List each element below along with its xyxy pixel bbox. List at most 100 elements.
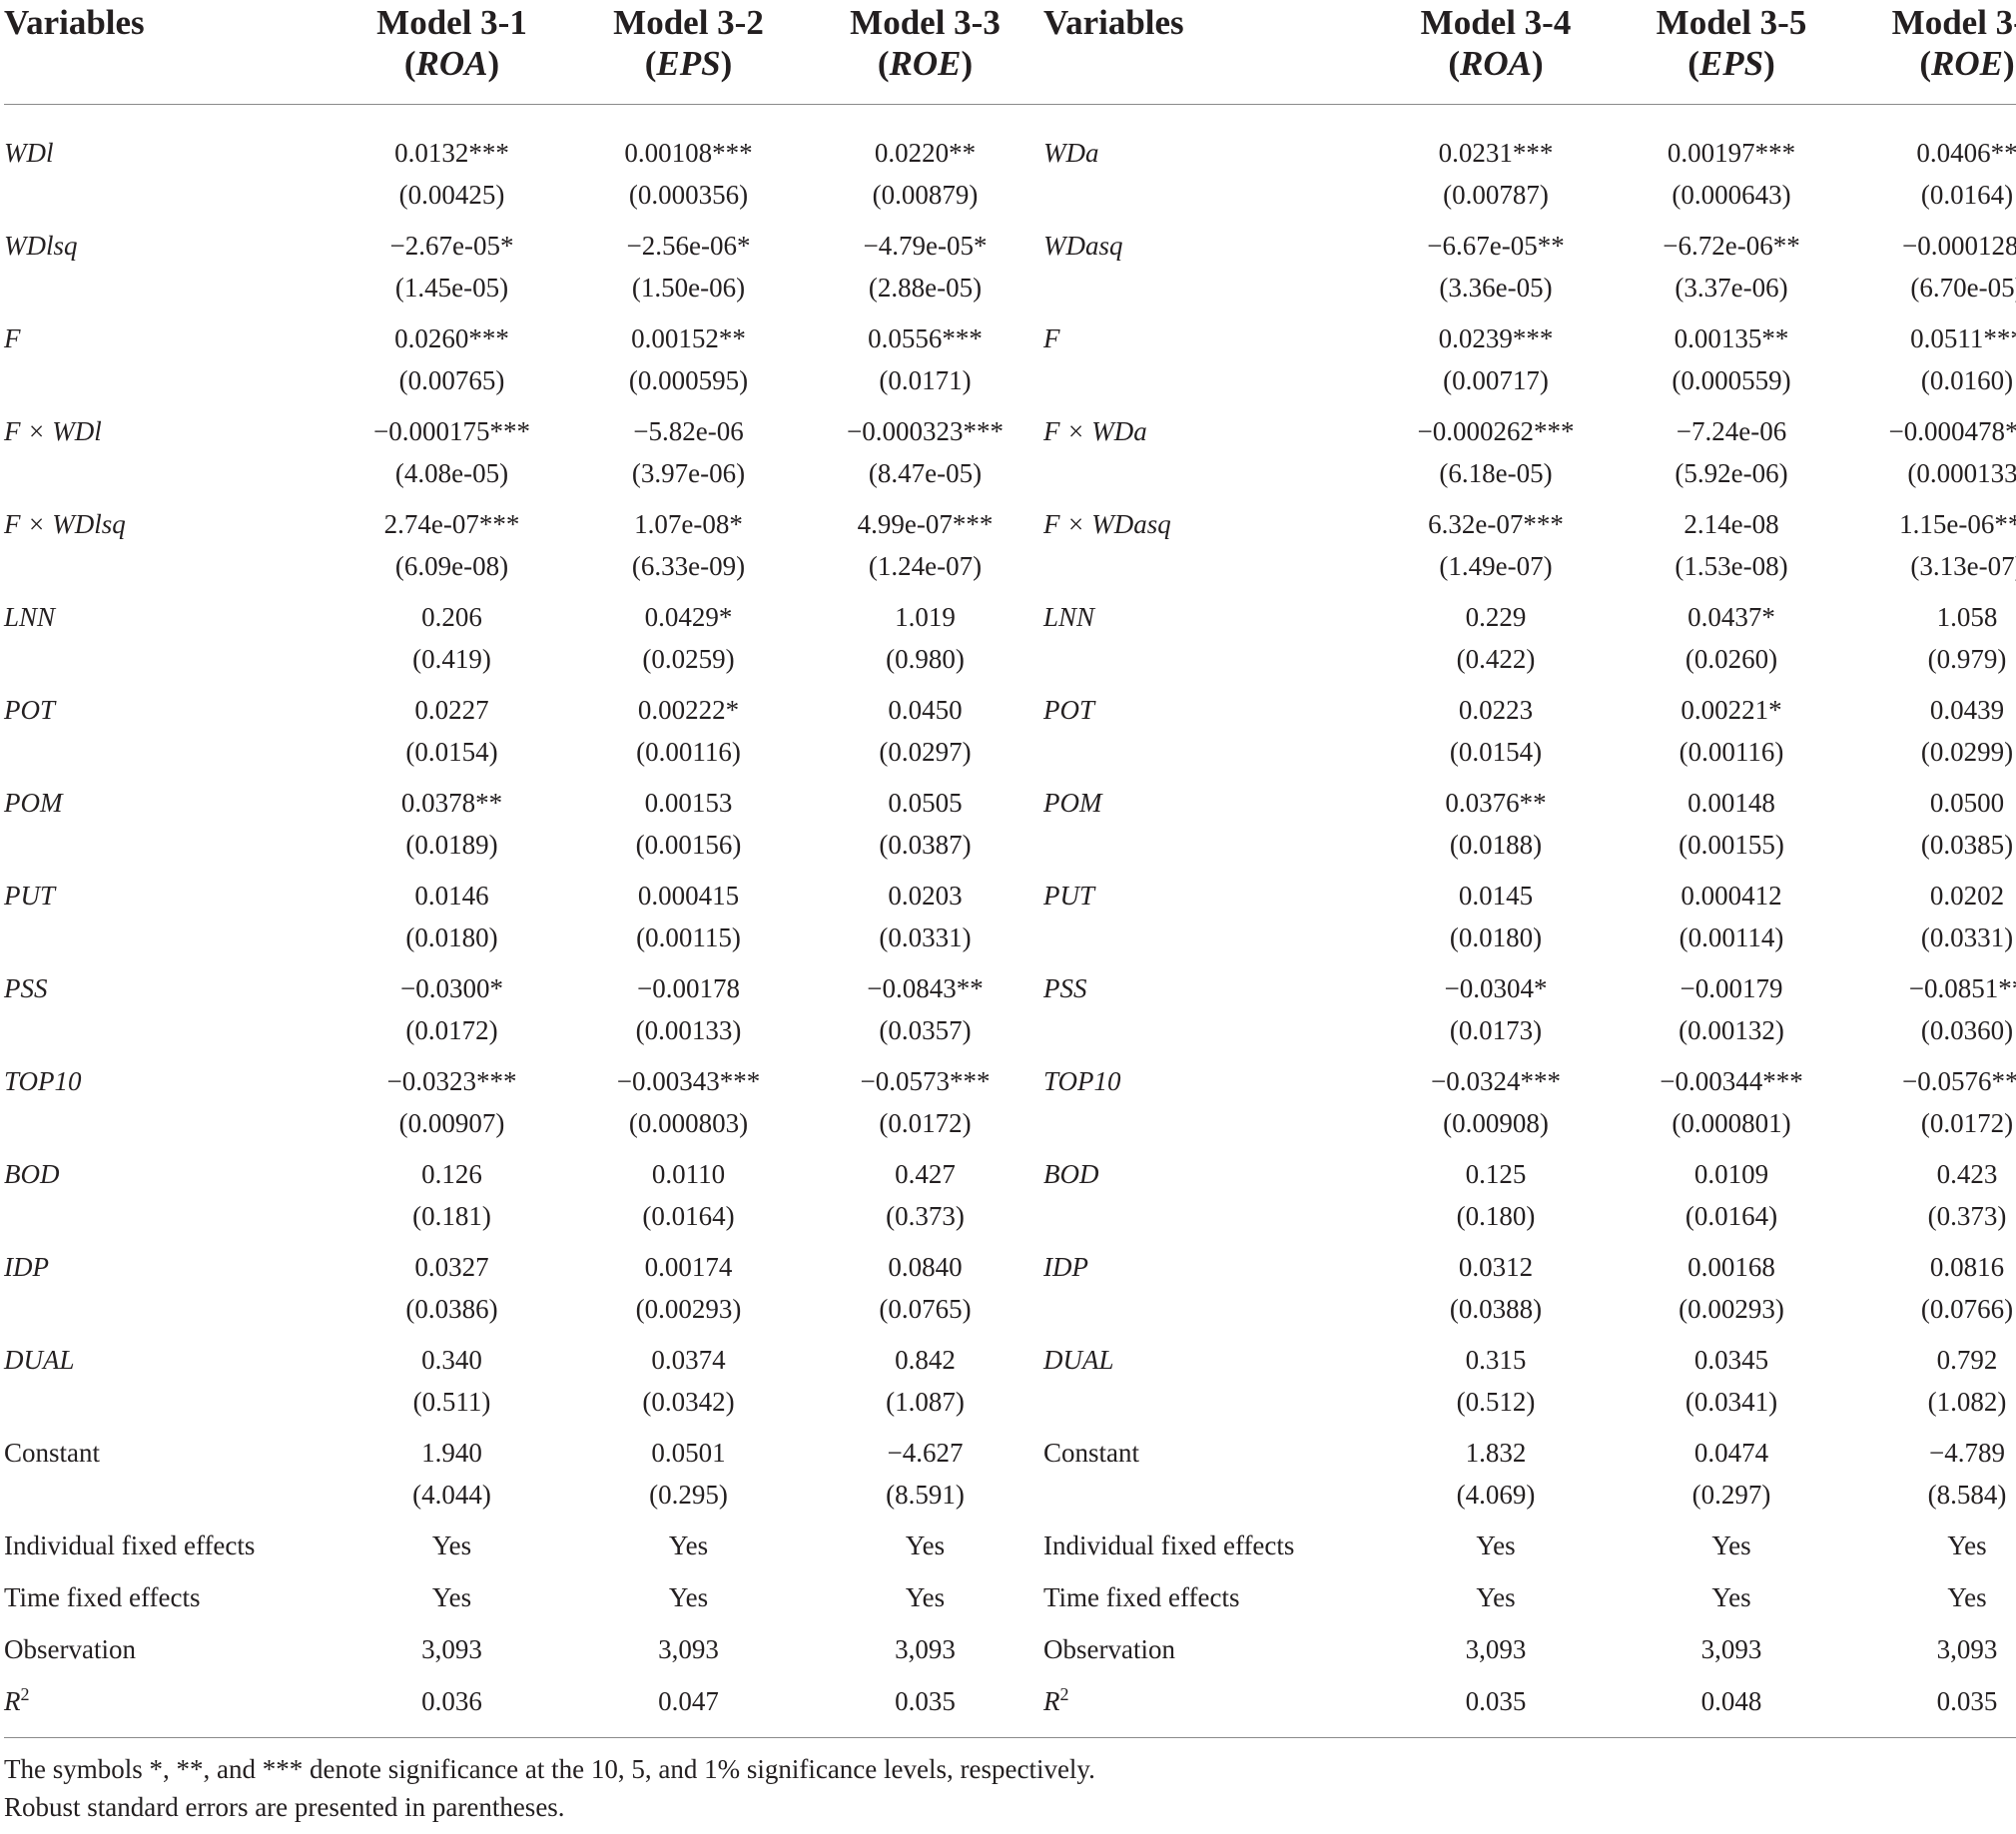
table-row: POM 0.0378** (0.0189) 0.00153 (0.00156) 0.050… xyxy=(4,777,2016,870)
model-header: Model 3-5 (EPS) xyxy=(1614,0,1849,105)
coefficient: −5.82e-06 xyxy=(633,416,744,446)
coefficient: 0.0505 xyxy=(888,788,963,818)
table-row: LNN 0.206 (0.419) 0.0429* (0.0259) 1.019 (0.98… xyxy=(4,591,2016,684)
standard-error: (0.0297) xyxy=(879,737,972,767)
standard-error: (0.297) xyxy=(1691,1480,1771,1510)
estimate-cell: 0.00174 (0.00293) xyxy=(570,1241,807,1334)
coefficient: 0.00108*** xyxy=(624,138,753,168)
stat-value: 3,093 xyxy=(658,1634,719,1664)
estimate-cell: 0.00108*** (0.000356) xyxy=(570,127,807,220)
estimate-cell: −4.627 (8.591) xyxy=(807,1427,1043,1520)
coefficient: −4.789 xyxy=(1929,1438,2005,1468)
estimate-cell: 1.058 (0.979) xyxy=(1849,591,2016,684)
standard-error: (0.00116) xyxy=(636,737,741,767)
standard-error: (0.0154) xyxy=(405,737,498,767)
estimate-cell: 0.0260*** (0.00765) xyxy=(334,312,570,405)
standard-error: (0.295) xyxy=(649,1480,728,1510)
estimate-cell: −0.00344*** (0.000801) xyxy=(1614,1055,1849,1148)
stat-value: Yes xyxy=(431,1582,472,1612)
standard-error: (0.0766) xyxy=(1920,1294,2014,1324)
estimate-cell: 0.229 (0.422) xyxy=(1378,591,1614,684)
row-label: Observation xyxy=(1043,1634,1175,1664)
estimate-cell: 0.0505 (0.0387) xyxy=(807,777,1043,870)
estimate-cell: 1.019 (0.980) xyxy=(807,591,1043,684)
estimate-cell: 1.15e-06*** (3.13e-07) xyxy=(1849,498,2016,591)
standard-error: (0.0331) xyxy=(1920,922,2014,952)
model-header: Model 3-3 (ROE) xyxy=(807,0,1043,105)
coefficient: 0.00153 xyxy=(644,788,733,818)
standard-error: (1.50e-06) xyxy=(631,273,746,303)
table-row: PUT 0.0146 (0.0180) 0.000415 (0.00115) 0.0203… xyxy=(4,870,2016,962)
coefficient: 0.229 xyxy=(1465,602,1527,632)
standard-error: (0.0160) xyxy=(1920,365,2014,395)
coefficient: −0.0851** xyxy=(1908,973,2016,1003)
variable-name: Constant xyxy=(1043,1438,1140,1468)
variable-name: IDP xyxy=(4,1252,49,1282)
standard-error: (4.044) xyxy=(412,1480,491,1510)
standard-error: (8.47e-05) xyxy=(868,458,983,488)
coefficient: 0.0109 xyxy=(1693,1159,1769,1189)
stat-value: Yes xyxy=(1476,1530,1516,1560)
coefficient: −0.000128* xyxy=(1902,231,2016,261)
coefficient: 0.0406** xyxy=(1916,138,2016,168)
coefficient: 0.000412 xyxy=(1680,881,1782,911)
table-row: R2 0.036 0.047 0.035 R2 0.035 0.048 0.035 xyxy=(4,1675,2016,1738)
estimate-cell: 1.940 (4.044) xyxy=(334,1427,570,1520)
coefficient: 1.058 xyxy=(1936,602,1998,632)
estimate-cell: 0.0474 (0.297) xyxy=(1614,1427,1849,1520)
standard-error: (0.980) xyxy=(886,644,965,674)
coefficient: −2.67e-05* xyxy=(389,231,514,261)
standard-error: (0.0164) xyxy=(642,1201,735,1231)
standard-error: (0.00132) xyxy=(1679,1015,1784,1045)
stat-value: Yes xyxy=(1947,1582,1987,1612)
estimate-cell: 2.14e-08 (1.53e-08) xyxy=(1614,498,1849,591)
stat-value: Yes xyxy=(668,1582,709,1612)
standard-error: (6.09e-08) xyxy=(394,551,509,581)
estimate-cell: 0.000412 (0.00114) xyxy=(1614,870,1849,962)
estimate-cell: 0.00148 (0.00155) xyxy=(1614,777,1849,870)
variable-name: F × WDasq xyxy=(1043,509,1171,539)
stat-value: Yes xyxy=(668,1530,709,1560)
dependent-variable: ROA xyxy=(415,44,488,83)
standard-error: (0.00293) xyxy=(1679,1294,1784,1324)
coefficient: 0.00222* xyxy=(637,695,740,725)
model-header: Model 3-2 (EPS) xyxy=(570,0,807,105)
standard-error: (3.97e-06) xyxy=(631,458,746,488)
table-row: Observation 3,093 3,093 3,093 Observation 3,0… xyxy=(4,1623,2016,1675)
coefficient: −0.0573*** xyxy=(860,1066,991,1096)
estimate-cell: 0.0227 (0.0154) xyxy=(334,684,570,777)
standard-error: (0.0180) xyxy=(405,922,498,952)
coefficient: −0.0300* xyxy=(400,973,503,1003)
standard-error: (0.000133) xyxy=(1907,458,2016,488)
standard-error: (6.18e-05) xyxy=(1439,458,1553,488)
coefficient: 0.0239*** xyxy=(1438,323,1554,353)
estimate-cell: 0.0501 (0.295) xyxy=(570,1427,807,1520)
table-row: IDP 0.0327 (0.0386) 0.00174 (0.00293) 0.0840 (… xyxy=(4,1241,2016,1334)
coefficient: −6.72e-06** xyxy=(1663,231,1800,261)
standard-error: (5.92e-06) xyxy=(1675,458,1788,488)
table-body: WDl 0.0132*** (0.00425) 0.00108*** (0.000356… xyxy=(4,105,2016,1738)
coefficient: 1.940 xyxy=(421,1438,482,1468)
standard-error: (0.00114) xyxy=(1679,922,1784,952)
variable-name: DUAL xyxy=(1043,1345,1114,1375)
standard-error: (0.0357) xyxy=(879,1015,972,1045)
estimate-cell: 1.07e-08* (6.33e-09) xyxy=(570,498,807,591)
variable-name: LNN xyxy=(1043,602,1095,632)
standard-error: (0.512) xyxy=(1456,1387,1536,1417)
estimate-cell: 0.0437* (0.0260) xyxy=(1614,591,1849,684)
standard-error: (0.00717) xyxy=(1443,365,1549,395)
variable-name: WDlsq xyxy=(4,231,78,261)
table-row: Time fixed effects Yes Yes Yes Time fixed ef… xyxy=(4,1571,2016,1623)
stat-value: Yes xyxy=(905,1530,946,1560)
estimate-cell: 0.00135** (0.000559) xyxy=(1614,312,1849,405)
coefficient: 0.792 xyxy=(1936,1345,1998,1375)
standard-error: (0.00293) xyxy=(635,1294,742,1324)
estimate-cell: −7.24e-06 (5.92e-06) xyxy=(1614,405,1849,498)
coefficient: 0.206 xyxy=(421,602,482,632)
dependent-variable: ROE xyxy=(889,44,962,83)
estimate-cell: 0.0202 (0.0331) xyxy=(1849,870,2016,962)
standard-error: (0.00155) xyxy=(1679,830,1784,860)
estimate-cell: −4.79e-05* (2.88e-05) xyxy=(807,220,1043,312)
coefficient: −0.00344*** xyxy=(1660,1066,1803,1096)
table-row: F 0.0260*** (0.00765) 0.00152** (0.000595) 0.… xyxy=(4,312,2016,405)
